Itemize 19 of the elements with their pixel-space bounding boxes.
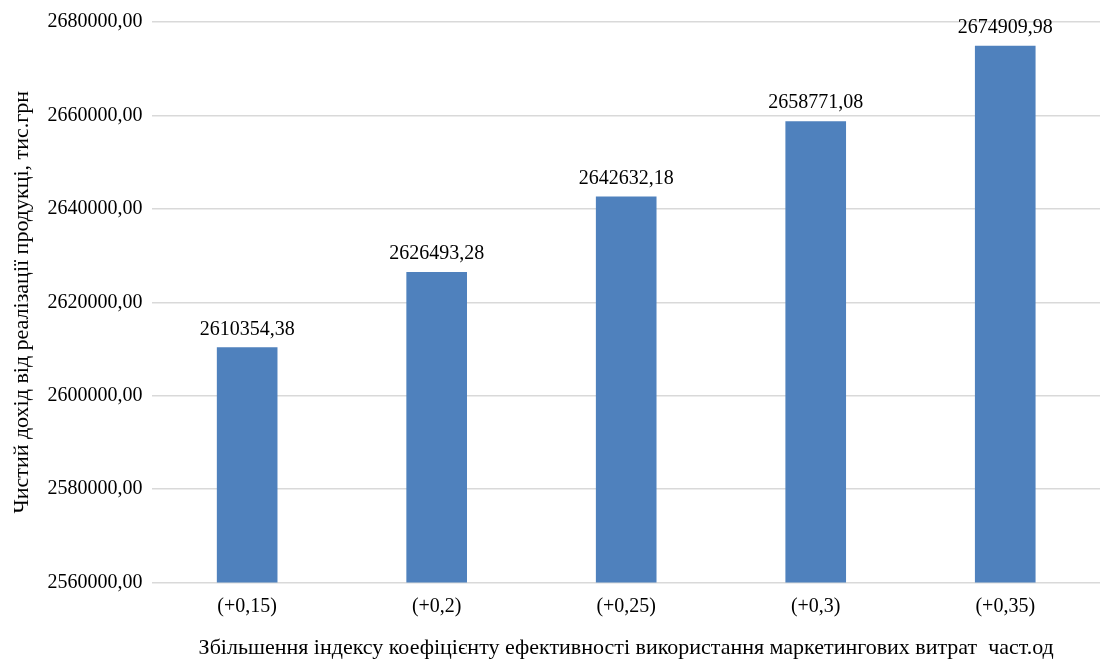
x-axis-title: Збільшення індексу коефіцієнту ефективності використання маркетингових витрат част.од: [198, 633, 1054, 659]
data-label: 2674909,98: [957, 15, 1053, 38]
y-tick-label: 2640000,00: [47, 196, 143, 219]
data-label: 2626493,28: [389, 241, 485, 264]
y-tick-label: 2560000,00: [47, 569, 143, 592]
x-tick-label: (+0,25): [596, 593, 656, 617]
x-tick-label: (+0,35): [975, 593, 1036, 617]
x-tick-label: (+0,15): [217, 593, 277, 617]
data-label: 2642632,18: [578, 165, 674, 188]
y-axis-title: Чистий дохід від реалізації продукці, тис.грн: [7, 90, 33, 514]
y-tick-label: 2660000,00: [47, 102, 143, 125]
y-tick-label: 2620000,00: [47, 289, 143, 312]
y-tick-label: 2600000,00: [47, 382, 143, 405]
x-tick-label: (+0,2): [411, 593, 462, 617]
data-label: 2658771,08: [768, 90, 864, 113]
y-tick-label: 2680000,00: [47, 9, 143, 32]
y-tick-label: 2580000,00: [47, 476, 143, 499]
x-tick-label: (+0,3): [790, 593, 841, 617]
data-label: 2610354,38: [199, 316, 295, 339]
